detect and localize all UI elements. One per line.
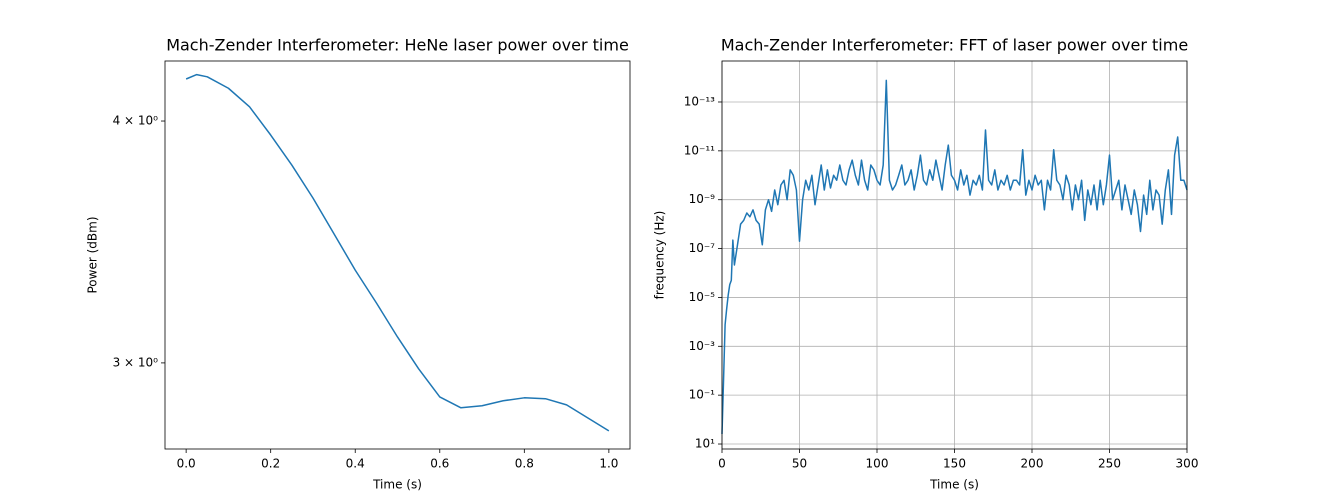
x-tick-label: 200 — [1021, 457, 1044, 471]
x-tick-label: 0.0 — [177, 457, 196, 471]
y-tick-label: 10⁻¹³ — [684, 94, 715, 108]
x-tick-label: 50 — [792, 457, 807, 471]
data-line — [185, 73, 610, 432]
x-tick-label: 0.4 — [346, 457, 365, 471]
chart-title: Mach-Zender Interferometer: HeNe laser p… — [166, 36, 629, 55]
x-tick-label: 0.8 — [515, 457, 534, 471]
y-tick-label: 10⁻⁵ — [689, 290, 716, 304]
x-tick-label: 300 — [1176, 457, 1199, 471]
x-axis-label: Time (s) — [372, 478, 422, 492]
x-tick-label: 0.2 — [261, 457, 280, 471]
x-tick-label: 0 — [718, 457, 726, 471]
y-tick-label: 3 × 10⁰ — [113, 355, 159, 369]
x-tick-label: 1.0 — [599, 457, 618, 471]
y-tick-label: 10⁻⁷ — [689, 241, 716, 255]
y-tick-label: 4 × 10⁰ — [113, 114, 159, 128]
y-axis-label: frequency (Hz) — [653, 211, 667, 300]
x-tick-label: 100 — [866, 457, 889, 471]
y-tick-label: 10⁻¹ — [689, 388, 716, 402]
y-axis-label: Power (dBm) — [86, 217, 100, 294]
x-tick-label: 0.6 — [430, 457, 449, 471]
axes-frame — [721, 60, 1188, 450]
data-line — [721, 79, 1188, 435]
y-tick-label: 10⁻³ — [689, 339, 716, 353]
axes-frame — [164, 60, 631, 450]
y-tick-label: 10⁻¹¹ — [684, 143, 715, 157]
x-axis-label: Time (s) — [929, 478, 979, 492]
x-tick-label: 150 — [943, 457, 966, 471]
y-tick-label: 10⁻⁹ — [689, 192, 716, 206]
y-tick-label: 10¹ — [695, 437, 715, 451]
chart-title: Mach-Zender Interferometer: FFT of laser… — [721, 36, 1188, 55]
x-tick-label: 250 — [1098, 457, 1121, 471]
